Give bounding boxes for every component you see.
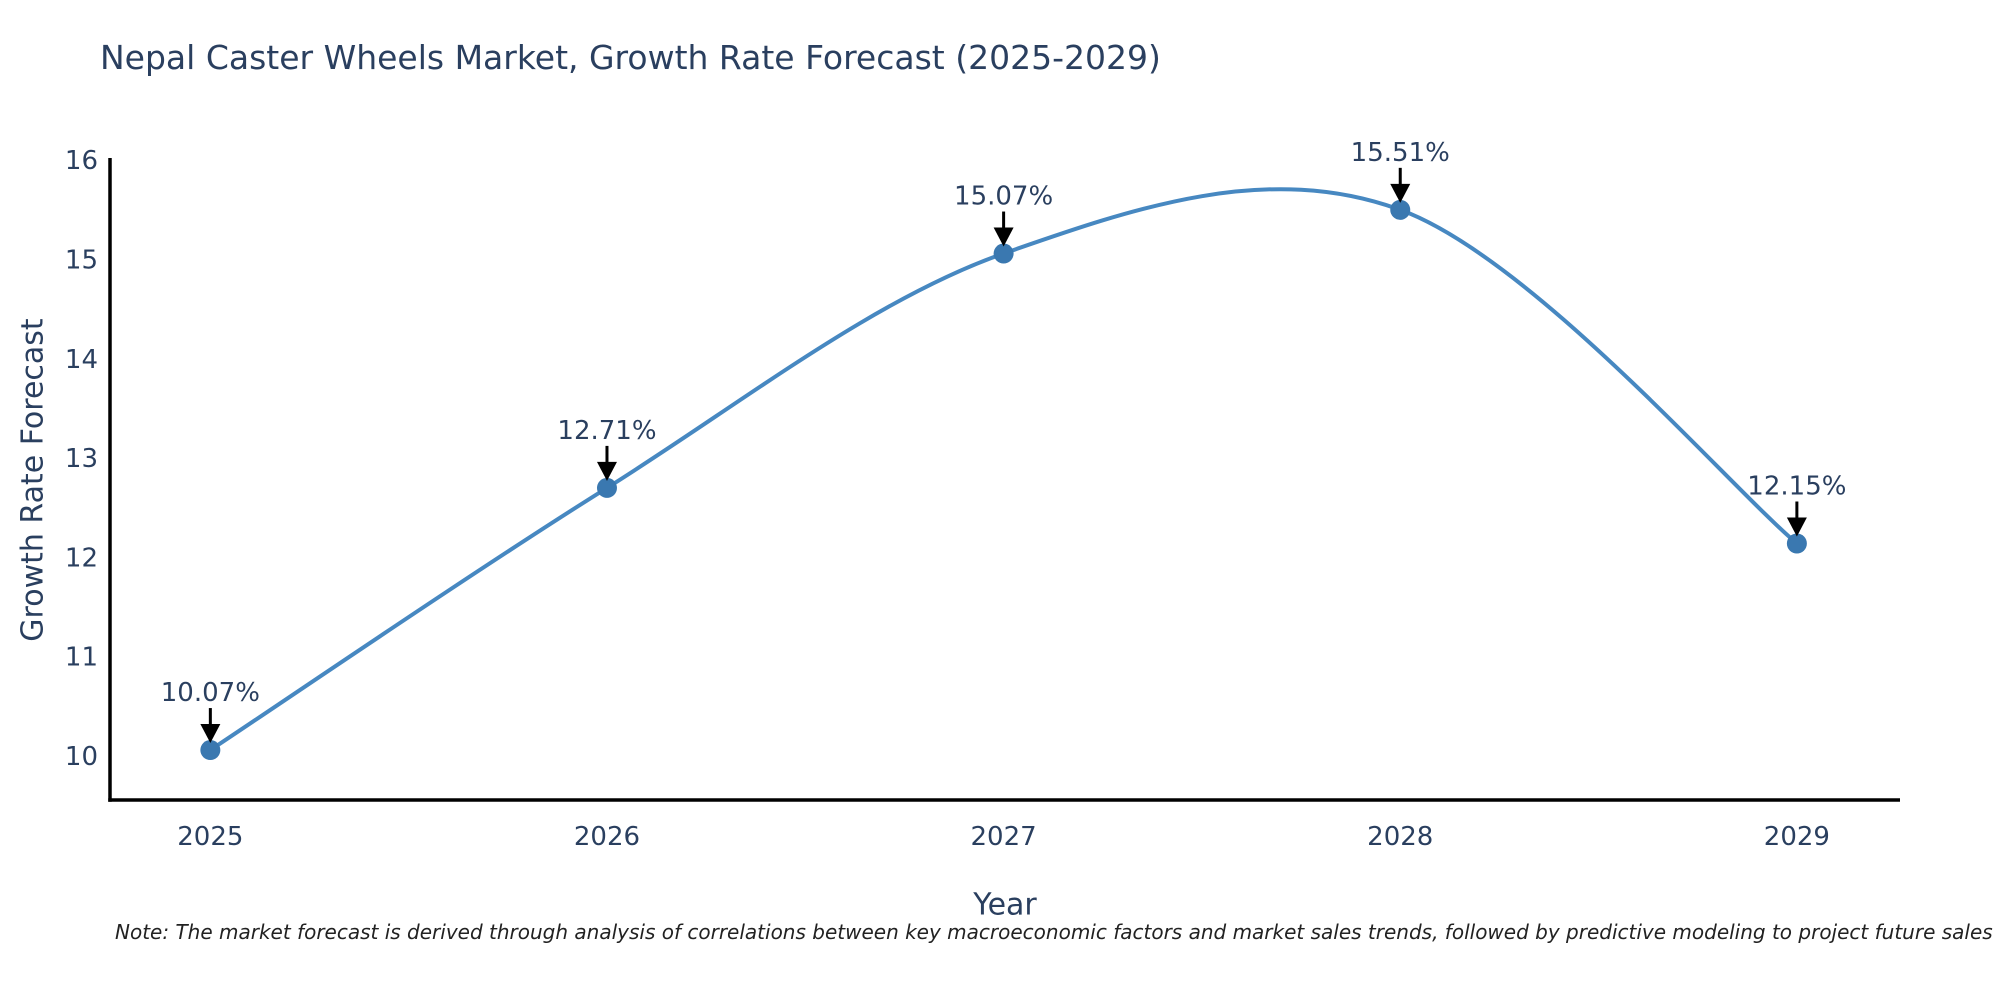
annotation-arrowhead-icon: [1786, 517, 1807, 537]
y-tick-label: 11: [65, 643, 98, 673]
x-axis-title: Year: [973, 887, 1037, 923]
annotation-arrowhead-icon: [596, 461, 617, 481]
data-point-label: 15.07%: [954, 182, 1053, 212]
data-point-marker[interactable]: [1786, 533, 1807, 554]
y-tick-label: 13: [65, 444, 98, 474]
x-tick-label: 2027: [971, 822, 1037, 852]
x-tick-label: 2025: [177, 822, 243, 852]
data-point-marker[interactable]: [596, 477, 617, 498]
data-point-label: 10.07%: [161, 678, 260, 708]
chart-title: Nepal Caster Wheels Market, Growth Rate …: [100, 38, 1161, 77]
x-tick-label: 2028: [1367, 822, 1433, 852]
data-point-marker[interactable]: [1390, 199, 1411, 220]
x-tick-label: 2029: [1764, 822, 1830, 852]
annotation-arrowhead-icon: [993, 227, 1014, 247]
data-point-label: 12.15%: [1747, 472, 1846, 502]
annotation-arrowhead-icon: [200, 724, 221, 744]
y-tick-label: 14: [65, 345, 98, 375]
data-point-marker[interactable]: [993, 243, 1014, 264]
data-point-label: 12.71%: [557, 416, 656, 446]
annotation-arrowhead-icon: [1390, 183, 1411, 203]
y-tick-label: 10: [65, 742, 98, 772]
data-point-marker[interactable]: [200, 740, 221, 761]
forecast-line: [208, 187, 1799, 753]
y-tick-label: 16: [65, 146, 98, 176]
footnote: Note: The market forecast is derived thr…: [115, 920, 1993, 944]
data-point-label: 15.51%: [1351, 138, 1450, 168]
y-tick-label: 15: [65, 245, 98, 275]
y-tick-label: 12: [65, 543, 98, 573]
x-tick-label: 2026: [574, 822, 640, 852]
